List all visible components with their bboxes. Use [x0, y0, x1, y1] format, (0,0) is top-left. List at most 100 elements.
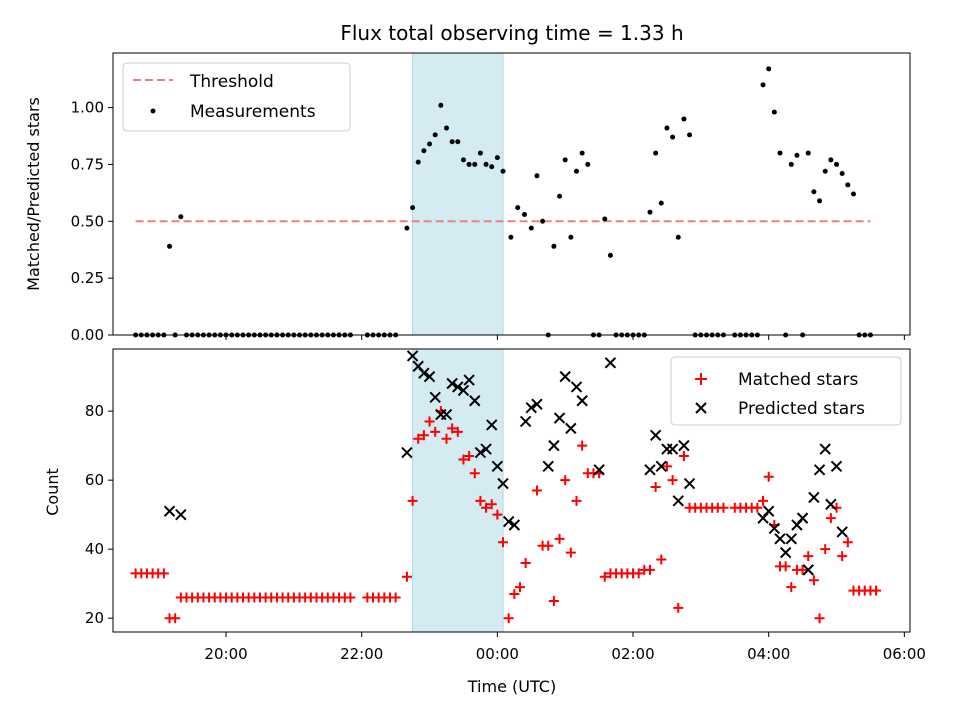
legend-predicted-label: Predicted stars — [738, 399, 865, 419]
matched-star-point — [656, 554, 667, 565]
matched-star-point — [548, 595, 559, 606]
measurement-point — [427, 141, 433, 147]
matched-star-point — [531, 485, 542, 496]
measurement-point — [794, 152, 800, 158]
measurement-point — [438, 102, 444, 108]
predicted-star-point — [531, 398, 543, 410]
measurement-point — [850, 191, 856, 197]
measurement-point — [771, 109, 777, 115]
legend-measurements-swatch — [150, 108, 156, 114]
predicted-star-point — [486, 419, 498, 431]
matched-star-point — [763, 471, 774, 482]
top-y-ticks: 0.00 0.25 0.50 0.75 1.00 — [71, 99, 113, 344]
measurement-point — [522, 211, 528, 217]
measurement-point — [477, 150, 483, 156]
matched-star-point — [678, 450, 689, 461]
bottom-axes-frame — [112, 348, 911, 633]
predicted-star-point — [418, 367, 430, 379]
x-tick-label: 22:00 — [340, 645, 383, 663]
measurement-point — [432, 132, 438, 138]
predicted-star-point — [559, 370, 571, 383]
bottom-legend: Matched stars Predicted stars — [670, 356, 902, 426]
bottom-x-ticks: 20:00 22:00 00:00 02:00 04:00 06:00 — [204, 632, 926, 663]
top-legend-box — [122, 62, 351, 132]
matched-star-point — [820, 544, 831, 555]
predicted-star-point — [649, 429, 662, 441]
legend-matched-swatch — [695, 373, 707, 385]
measurement-point — [670, 134, 676, 140]
measurement-point — [472, 161, 478, 167]
measurement-point — [562, 157, 568, 163]
matched-star-point — [503, 613, 514, 624]
measurement-point — [687, 132, 693, 138]
matched-star-point — [469, 468, 480, 479]
matched-star-point — [390, 592, 401, 603]
matched-star-point — [441, 433, 452, 444]
matched-star-point — [599, 571, 610, 582]
predicted-star-point — [163, 505, 176, 517]
predicted-star-point — [774, 533, 786, 545]
matched-star-point — [170, 613, 181, 624]
measurement-point — [410, 205, 416, 211]
measurement-point — [664, 125, 670, 131]
top-y-axis-label: Matched/Predicted stars — [24, 97, 43, 291]
matched-star-point — [650, 482, 661, 493]
matched-star-point — [752, 502, 763, 513]
predicted-star-point — [406, 350, 419, 362]
predicted-star-point — [423, 370, 436, 383]
matched-star-point — [825, 513, 836, 524]
matched-star-point — [842, 537, 853, 548]
predicted-star-point — [796, 512, 809, 524]
predicted-star-point — [429, 391, 441, 404]
measurement-point — [585, 161, 591, 167]
matched-star-point — [447, 423, 458, 434]
top-legend: Threshold Measurements — [122, 62, 351, 132]
bottom-highlight-span — [412, 348, 504, 633]
x-tick-label: 02:00 — [611, 645, 654, 663]
top-y-tick-label: 0.50 — [71, 212, 104, 230]
measurement-point — [455, 139, 461, 145]
measurement-point — [494, 155, 500, 161]
measurement-point — [788, 161, 794, 167]
matched-star-point — [837, 551, 848, 562]
measurement-point — [805, 150, 811, 156]
predicted-star-point — [508, 519, 521, 531]
matched-star-point — [758, 495, 769, 506]
measurement-point — [178, 214, 184, 220]
matched-star-point — [808, 575, 819, 586]
measurement-point — [607, 252, 613, 258]
x-tick-label: 00:00 — [476, 645, 519, 663]
predicted-star-point — [548, 439, 560, 452]
measurement-point — [557, 193, 563, 199]
top-y-tick-label: 0.00 — [71, 326, 104, 344]
top-axes-frame — [112, 52, 911, 336]
predicted-star-point — [542, 460, 554, 473]
measurement-point — [839, 171, 845, 177]
measurement-point — [658, 200, 664, 206]
matched-star-point — [475, 495, 486, 506]
predicted-star-point — [762, 505, 775, 517]
predicted-star-point — [678, 439, 690, 452]
bottom-y-ticks: 20 40 60 80 — [85, 402, 113, 627]
measurement-point — [167, 243, 173, 249]
predicted-star-point — [519, 415, 532, 428]
legend-predicted-swatch — [695, 402, 707, 414]
measurement-point — [766, 66, 772, 72]
predicted-star-point — [401, 446, 413, 459]
measurement-point — [449, 139, 455, 145]
measurement-point — [647, 209, 653, 215]
measurement-point — [777, 150, 783, 156]
measurement-point — [834, 161, 840, 167]
measurement-point — [675, 234, 681, 240]
top-highlight-span — [412, 52, 504, 336]
measurement-point — [845, 182, 851, 188]
predicted-star-point — [802, 564, 814, 576]
measurement-point — [760, 82, 766, 88]
bottom-y-tick-label: 20 — [85, 609, 104, 627]
measurement-point — [817, 198, 823, 204]
measurement-point — [653, 150, 659, 156]
measurement-point — [515, 205, 521, 211]
matched-star-point — [481, 502, 492, 513]
predicted-star-point — [672, 495, 684, 507]
matched-star-point — [661, 461, 672, 472]
